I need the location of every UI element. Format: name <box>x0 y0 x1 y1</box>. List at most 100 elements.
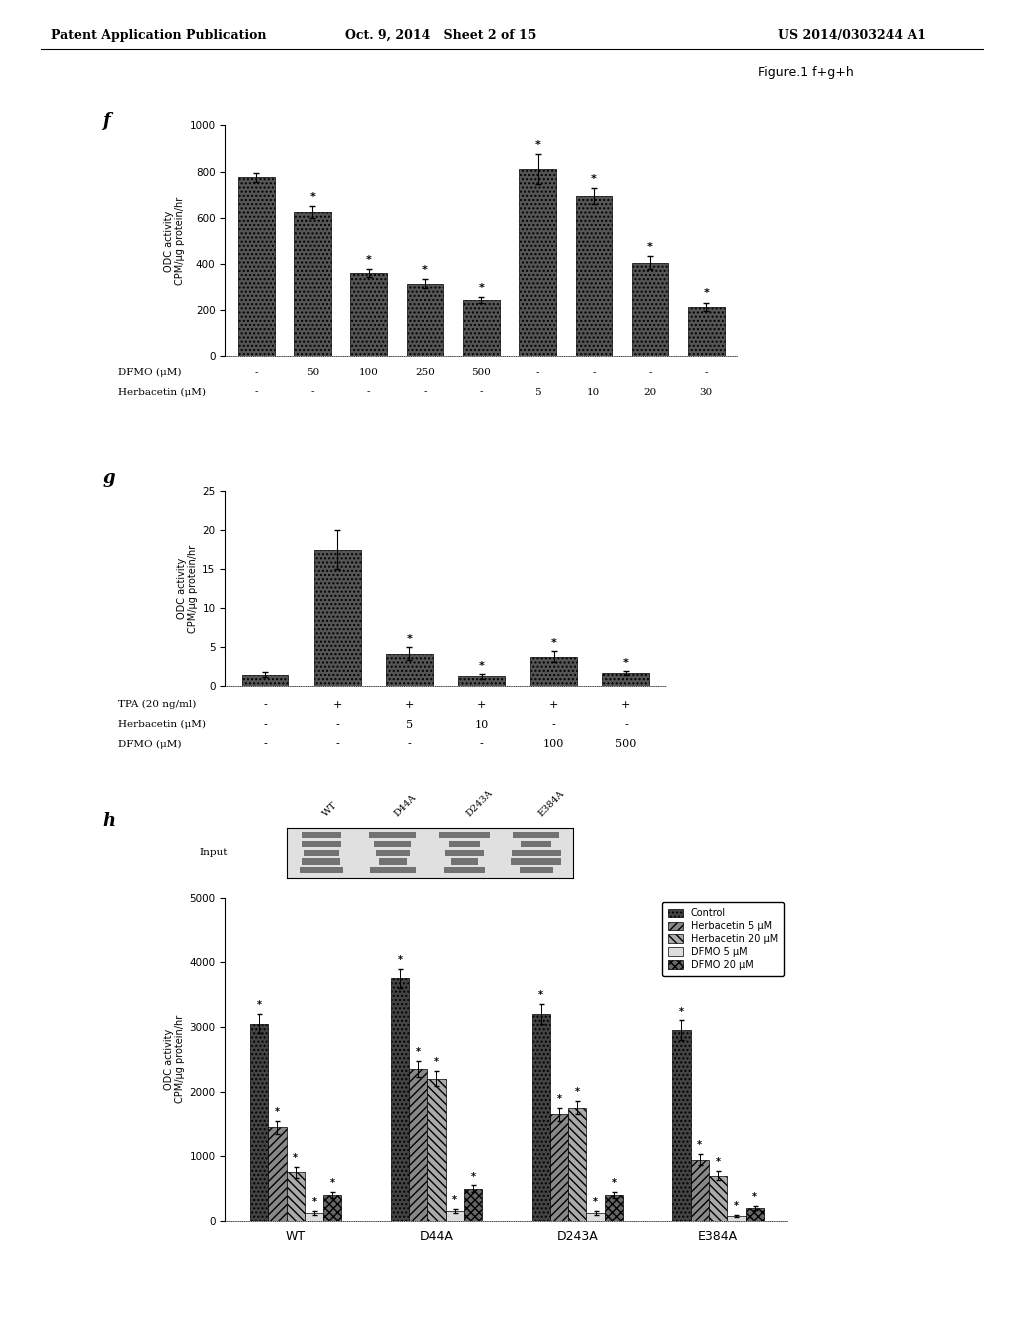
Bar <box>391 978 409 1221</box>
Text: Herbacetin (μM): Herbacetin (μM) <box>118 388 206 396</box>
Bar <box>313 549 360 686</box>
Bar <box>673 1030 690 1221</box>
Text: *: * <box>274 1107 280 1117</box>
Bar <box>530 657 578 686</box>
Bar <box>297 841 345 847</box>
Bar <box>709 1176 727 1221</box>
Y-axis label: ODC activity
CPM/μg protein/hr: ODC activity CPM/μg protein/hr <box>176 545 198 632</box>
Text: 5: 5 <box>535 388 541 396</box>
Text: *: * <box>753 1192 757 1203</box>
Bar <box>745 1208 764 1221</box>
Text: 30: 30 <box>699 388 713 396</box>
Text: *: * <box>309 193 315 202</box>
Text: *: * <box>556 1094 561 1104</box>
Text: 10: 10 <box>587 388 600 396</box>
Bar <box>409 1069 427 1221</box>
Bar <box>550 1114 568 1221</box>
Text: US 2014/0303244 A1: US 2014/0303244 A1 <box>778 29 927 42</box>
Text: *: * <box>539 990 543 1001</box>
Text: -: - <box>263 700 267 710</box>
Text: *: * <box>407 634 413 644</box>
Text: 500: 500 <box>471 368 492 376</box>
Text: +: + <box>333 700 342 710</box>
Text: *: * <box>293 1154 298 1163</box>
Legend: Control, Herbacetin 5 μM, Herbacetin 20 μM, DFMO 5 μM, DFMO 20 μM: Control, Herbacetin 5 μM, Herbacetin 20 … <box>663 903 783 975</box>
Text: *: * <box>478 661 484 671</box>
Text: *: * <box>478 282 484 293</box>
Text: *: * <box>574 1088 580 1097</box>
Bar <box>442 850 486 855</box>
Text: *: * <box>716 1158 721 1167</box>
Text: *: * <box>416 1047 421 1057</box>
Y-axis label: ODC activity
CPM/μg protein/hr: ODC activity CPM/μg protein/hr <box>164 197 185 285</box>
Bar <box>458 676 505 686</box>
Bar <box>250 1024 268 1221</box>
Bar <box>531 1014 550 1221</box>
Text: h: h <box>102 812 116 830</box>
Text: *: * <box>679 1007 684 1016</box>
Text: -: - <box>335 739 339 750</box>
Text: 10: 10 <box>474 719 488 730</box>
Text: *: * <box>593 1197 598 1208</box>
Text: *: * <box>623 657 629 668</box>
Bar <box>306 832 336 838</box>
Text: -: - <box>479 388 483 396</box>
Text: D243A: D243A <box>465 788 495 818</box>
Text: D44A: D44A <box>393 793 419 818</box>
Bar <box>445 1212 464 1221</box>
Text: *: * <box>422 265 428 276</box>
Bar <box>378 867 408 874</box>
Text: g: g <box>102 469 115 487</box>
Bar <box>519 169 556 356</box>
Bar <box>380 832 406 838</box>
Text: -: - <box>552 719 556 730</box>
Text: 20: 20 <box>643 388 656 396</box>
Text: 100: 100 <box>358 368 379 376</box>
Bar <box>516 841 556 847</box>
Text: -: - <box>423 388 427 396</box>
Text: *: * <box>611 1177 616 1188</box>
Text: 250: 250 <box>415 368 435 376</box>
Text: *: * <box>471 1172 475 1181</box>
Bar <box>602 673 649 686</box>
Text: Herbacetin (μM): Herbacetin (μM) <box>118 721 206 729</box>
Text: +: + <box>549 700 558 710</box>
Bar <box>439 858 489 865</box>
Bar <box>386 653 433 686</box>
Bar <box>632 263 669 356</box>
Text: *: * <box>591 174 597 183</box>
Y-axis label: ODC activity
CPM/μg protein/hr: ODC activity CPM/μg protein/hr <box>164 1015 185 1104</box>
Text: Figure.1 f+g+h: Figure.1 f+g+h <box>758 66 854 79</box>
Text: -: - <box>479 739 483 750</box>
Bar <box>587 1213 605 1221</box>
Bar <box>296 858 346 865</box>
Text: *: * <box>366 255 372 265</box>
Text: TPA (20 ng/ml): TPA (20 ng/ml) <box>118 701 197 709</box>
Bar <box>524 850 548 855</box>
Text: *: * <box>311 1197 316 1208</box>
Bar <box>605 1195 623 1221</box>
Bar <box>268 1127 287 1221</box>
Bar <box>378 850 408 855</box>
Text: *: * <box>257 1001 261 1010</box>
Text: -: - <box>263 739 267 750</box>
Bar <box>511 858 561 865</box>
Bar <box>568 1107 587 1221</box>
Text: *: * <box>551 638 557 648</box>
Bar <box>520 832 552 838</box>
Text: -: - <box>705 368 708 376</box>
Bar <box>287 1172 305 1221</box>
Text: +: + <box>477 700 486 710</box>
Bar <box>305 1213 324 1221</box>
Bar <box>443 841 485 847</box>
Bar <box>407 284 443 356</box>
Text: f: f <box>102 112 111 131</box>
Text: *: * <box>703 288 710 298</box>
Bar <box>303 850 339 855</box>
Text: *: * <box>453 1196 458 1205</box>
Text: Input: Input <box>200 849 228 857</box>
Text: -: - <box>255 368 258 376</box>
Bar <box>368 858 418 865</box>
Bar <box>451 832 478 838</box>
Bar <box>242 675 289 686</box>
